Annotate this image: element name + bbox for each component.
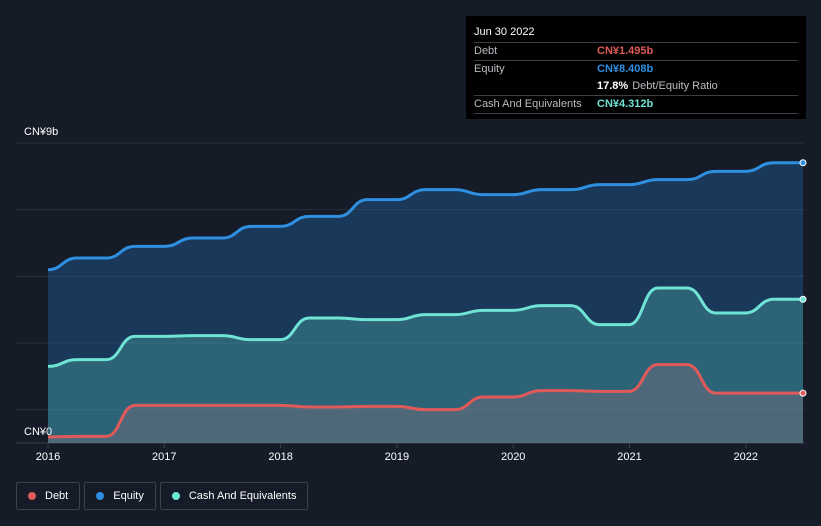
cash-end-marker[interactable] — [799, 295, 807, 303]
equity-line — [47, 161, 803, 272]
x-tick-label: 2018 — [268, 451, 292, 463]
x-tick-label: 2021 — [617, 451, 641, 463]
y-axis-top-label: CN¥9b — [24, 126, 58, 138]
legend-dot-equity — [96, 492, 105, 500]
tooltip-equity-value: CN¥8.408b — [597, 63, 654, 75]
tooltip-row-equity: Equity CN¥8.408b — [474, 60, 798, 78]
grid-lines — [16, 142, 805, 444]
legend-item-debt[interactable]: Debt — [16, 482, 81, 510]
tooltip-row-debt: Debt CN¥1.495b — [474, 42, 798, 60]
series-lines — [47, 161, 803, 439]
legend-label-debt: Debt — [45, 490, 69, 502]
x-axis-ticks: 2016 2017 2018 2019 2020 2021 2022 — [36, 443, 758, 463]
legend-item-cash[interactable]: Cash And Equivalents — [159, 482, 309, 510]
tooltip-row-cash: Cash And Equivalents CN¥4.312b — [474, 95, 798, 114]
tooltip-date: Jun 30 2022 — [474, 26, 535, 38]
legend-label-equity: Equity — [113, 490, 144, 502]
end-markers[interactable] — [799, 159, 807, 397]
cash-line — [47, 286, 803, 368]
legend-label-cash: Cash And Equivalents — [188, 490, 297, 502]
debt-area — [48, 364, 803, 443]
debt-end-marker[interactable] — [799, 389, 807, 397]
x-tick-label: 2022 — [734, 451, 758, 463]
x-tick-label: 2020 — [501, 451, 525, 463]
x-tick-label: 2017 — [152, 451, 176, 463]
tooltip-equity-label: Equity — [474, 63, 505, 75]
x-tick-label: 2016 — [36, 451, 60, 463]
y-axis-bottom-label: CN¥0 — [24, 426, 52, 438]
debt-line — [47, 363, 803, 439]
series-areas — [48, 162, 803, 443]
legend-item-equity[interactable]: Equity — [84, 482, 156, 510]
tooltip-cash-value: CN¥4.312b — [597, 98, 654, 110]
tooltip-ratio-value: 17.8% — [597, 80, 629, 92]
tooltip-panel: Jun 30 2022 Debt CN¥1.495b Equity CN¥8.4… — [466, 16, 806, 119]
legend-dot-cash — [171, 492, 180, 500]
tooltip-debt-value: CN¥1.495b — [597, 45, 654, 57]
tooltip-ratio-label: Debt/Equity Ratio — [632, 80, 718, 92]
tooltip-row-ratio: 17.8% Debt/Equity Ratio — [474, 78, 798, 95]
tooltip-debt-label: Debt — [474, 45, 498, 57]
legend-dot-debt — [28, 492, 36, 500]
chart-legend: Debt Equity Cash And Equivalents — [16, 482, 309, 510]
tooltip-cash-label: Cash And Equivalents — [474, 98, 582, 110]
equity-end-marker[interactable] — [799, 159, 807, 167]
x-tick-label: 2019 — [385, 451, 409, 463]
